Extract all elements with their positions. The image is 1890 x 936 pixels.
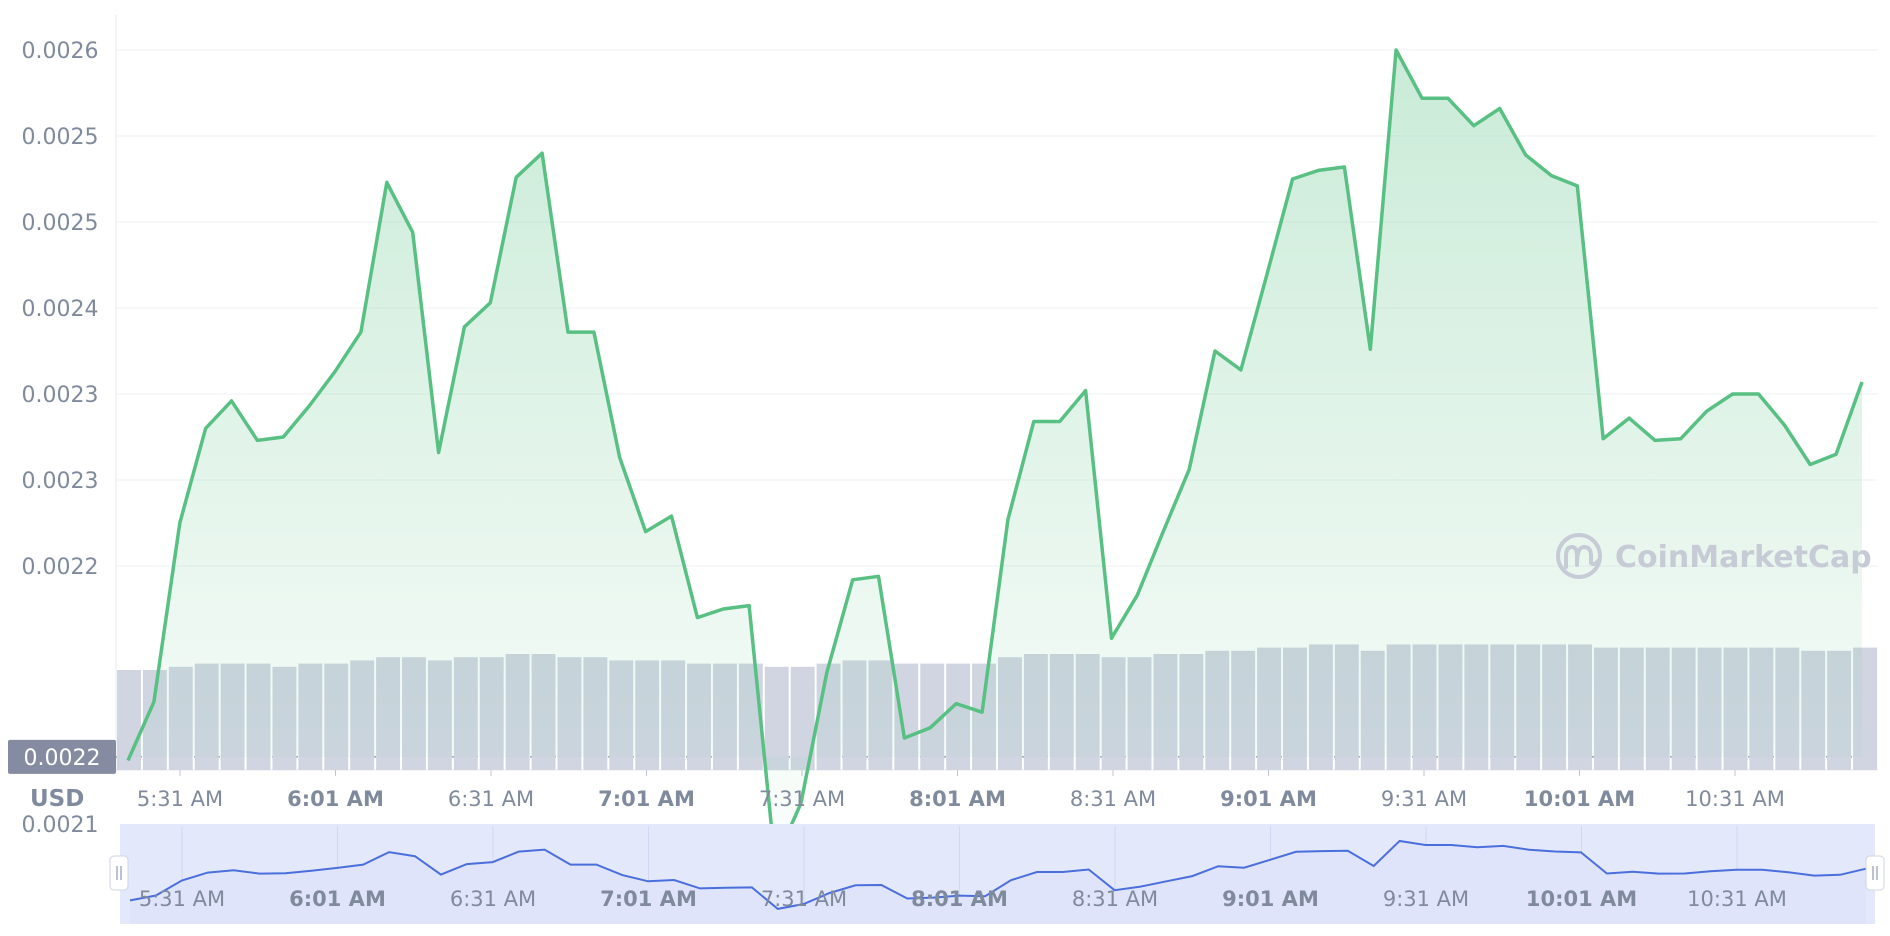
current-price-label: 0.0022 [24, 746, 101, 771]
x-tick-label: 6:01 AM [287, 787, 384, 811]
x-tick-label: 9:01 AM [1220, 787, 1317, 811]
navigator-x-tick-label: 8:01 AM [911, 887, 1008, 911]
navigator-x-tick-label: 6:01 AM [289, 887, 386, 911]
navigator-left-handle[interactable] [109, 855, 129, 891]
x-tick-label: 6:31 AM [448, 787, 534, 811]
x-tick-label: 9:31 AM [1381, 787, 1467, 811]
price-line [126, 48, 1864, 864]
navigator-right-handle[interactable] [1865, 855, 1885, 891]
x-tick-label: 8:01 AM [909, 787, 1006, 811]
volume-bar [790, 666, 815, 770]
y-tick-label: 0.0023 [22, 469, 99, 494]
x-tick-label: 7:31 AM [759, 787, 845, 811]
watermark-text: CoinMarketCap [1615, 540, 1872, 575]
y-tick-label: 0.0026 [22, 39, 99, 64]
navigator-line [129, 839, 1867, 910]
y-tick-label: 0.0025 [22, 125, 99, 150]
watermark: CoinMarketCap [1556, 533, 1872, 579]
currency-label: USD [30, 786, 84, 812]
y-tick-label: 0.0024 [22, 297, 99, 322]
navigator-x-tick-label: 9:31 AM [1383, 887, 1469, 911]
navigator-x-tick-label: 6:31 AM [450, 887, 536, 911]
price-area [128, 50, 1862, 862]
navigator-x-tick-label: 5:31 AM [139, 887, 225, 911]
navigator-x-tick-label: 9:01 AM [1222, 887, 1319, 911]
y-tick-label: 0.0025 [22, 211, 99, 236]
current-price-tag: 0.0022 [8, 739, 116, 774]
y-tick-label: 0.0023 [22, 383, 99, 408]
navigator-x-tick-label: 10:31 AM [1687, 887, 1787, 911]
x-tick-label: 7:01 AM [598, 787, 695, 811]
navigator-x-tick-label: 10:01 AM [1526, 887, 1637, 911]
navigator-x-tick-label: 7:31 AM [761, 887, 847, 911]
y-tick-label: 0.0022 [22, 555, 99, 580]
time-range-navigator[interactable]: 5:31 AM 6:01 AM 6:31 AM 7:01 AM 7:31 AM 8:01 … [109, 824, 1885, 924]
volume-bar [764, 666, 789, 770]
x-tick-label: 8:31 AM [1070, 787, 1156, 811]
coinmarketcap-logo-icon [1556, 533, 1602, 579]
y-tick-label: 0.0021 [22, 813, 99, 838]
x-tick-label: 10:31 AM [1685, 787, 1785, 811]
x-tick-label: 10:01 AM [1524, 787, 1635, 811]
navigator-x-tick-label: 8:31 AM [1072, 887, 1158, 911]
navigator-x-tick-label: 7:01 AM [600, 887, 697, 911]
x-tick-label: 5:31 AM [137, 787, 223, 811]
